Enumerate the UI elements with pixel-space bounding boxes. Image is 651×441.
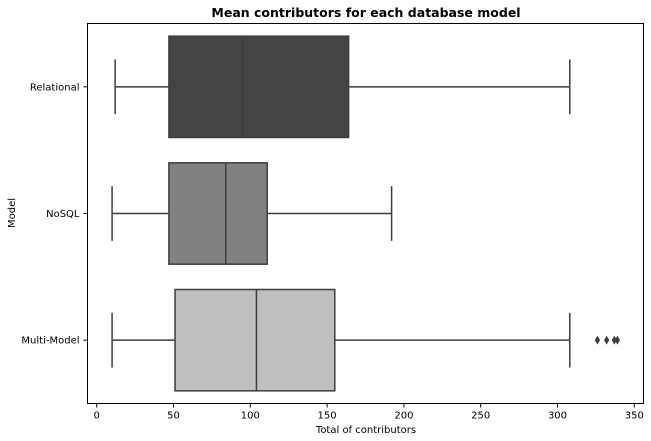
x-tick-label: 100 bbox=[241, 411, 260, 422]
x-tick-label: 250 bbox=[471, 411, 490, 422]
box-group-multi-model bbox=[111, 288, 620, 392]
x-tick-label: 300 bbox=[548, 411, 567, 422]
x-tick-label: 350 bbox=[625, 411, 644, 422]
box-iqr bbox=[168, 162, 268, 265]
y-tick-label: NoSQL bbox=[46, 209, 80, 220]
x-axis: 0 50 100 150 200 250 300 350 bbox=[94, 403, 644, 422]
x-tick-label: 50 bbox=[167, 411, 180, 422]
outlier-marker bbox=[604, 335, 610, 345]
outlier-marker bbox=[611, 335, 617, 345]
x-axis-label: Total of contributors bbox=[315, 425, 416, 436]
box-group-relational bbox=[114, 35, 571, 139]
box-iqr bbox=[174, 288, 336, 392]
chart-title: Mean contributors for each database mode… bbox=[211, 5, 520, 20]
x-tick-label: 0 bbox=[94, 411, 100, 422]
outlier-marker bbox=[614, 335, 620, 345]
box-iqr bbox=[168, 35, 350, 139]
y-axis: Relational NoSQL Multi-Model bbox=[21, 82, 88, 347]
x-tick-label: 150 bbox=[318, 411, 337, 422]
boxes-layer bbox=[111, 35, 620, 392]
y-tick-label: Relational bbox=[30, 82, 80, 93]
y-tick-label: Multi-Model bbox=[21, 336, 79, 347]
outlier-marker bbox=[594, 335, 601, 345]
box-group-nosql bbox=[111, 162, 393, 265]
x-tick-label: 200 bbox=[394, 411, 413, 422]
y-axis-label: Model bbox=[7, 198, 18, 228]
